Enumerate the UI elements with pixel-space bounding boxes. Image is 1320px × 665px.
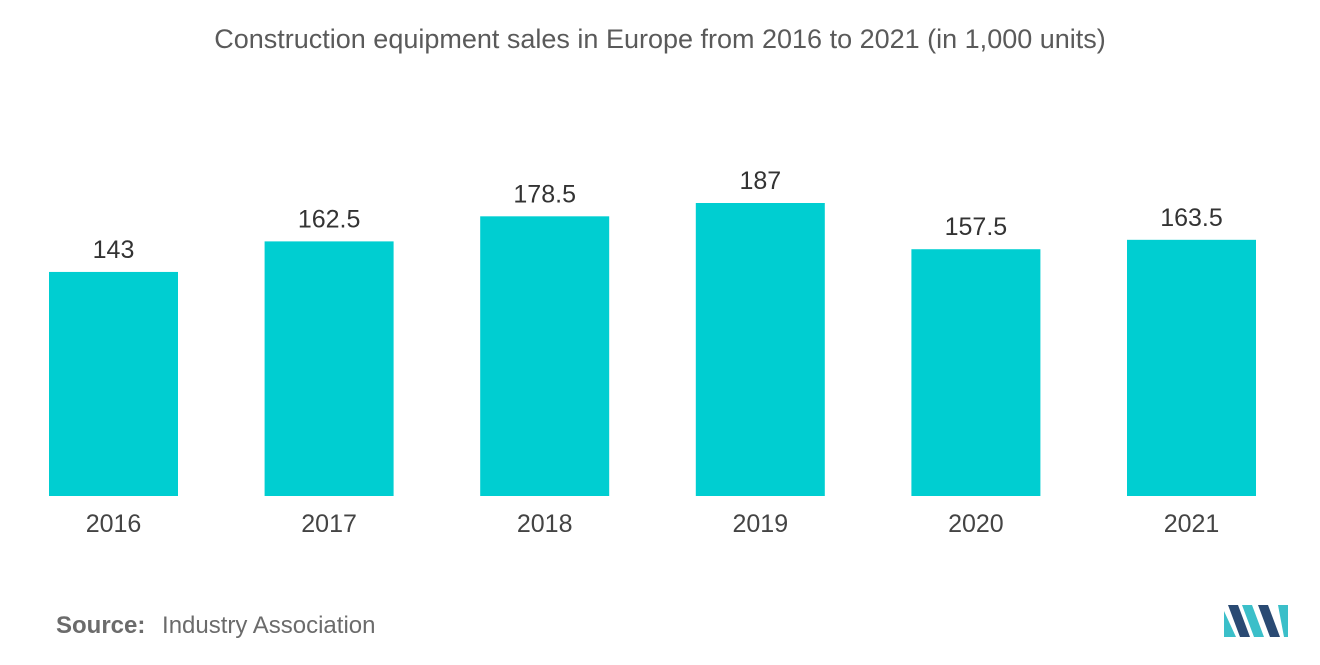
source-text: Industry Association — [162, 612, 376, 639]
bar-2020 — [911, 249, 1041, 496]
bar-2016 — [49, 271, 178, 496]
value-label-2020: 157.5 — [945, 213, 1008, 241]
bar-chart: 143 2016 162.5 2017 178.5 2018 187 2019 157.5 202… — [49, 167, 1256, 538]
source-label: Source: — [56, 612, 146, 639]
value-label-2021: 163.5 — [1160, 204, 1223, 232]
value-label-2017: 162.5 — [298, 205, 361, 233]
bar-2021 — [1127, 239, 1256, 496]
x-tick-label-2021: 2021 — [1164, 510, 1220, 538]
chart-title: Construction equipment sales in Europe f… — [214, 24, 1106, 54]
mordor-intelligence-logo-icon — [1224, 605, 1288, 637]
bar-2018 — [480, 216, 610, 496]
value-label-2016: 143 — [93, 236, 135, 264]
x-tick-label-2017: 2017 — [301, 510, 357, 538]
bar-2019 — [695, 203, 825, 496]
x-tick-label-2020: 2020 — [948, 510, 1004, 538]
source-note: Source: Industry Association — [56, 612, 375, 640]
x-tick-label-2018: 2018 — [517, 510, 573, 538]
value-label-2018: 178.5 — [513, 180, 576, 208]
value-label-2019: 187 — [739, 167, 781, 195]
x-tick-label-2019: 2019 — [732, 510, 788, 538]
bar-2017 — [264, 241, 394, 496]
x-tick-label-2016: 2016 — [86, 510, 142, 538]
